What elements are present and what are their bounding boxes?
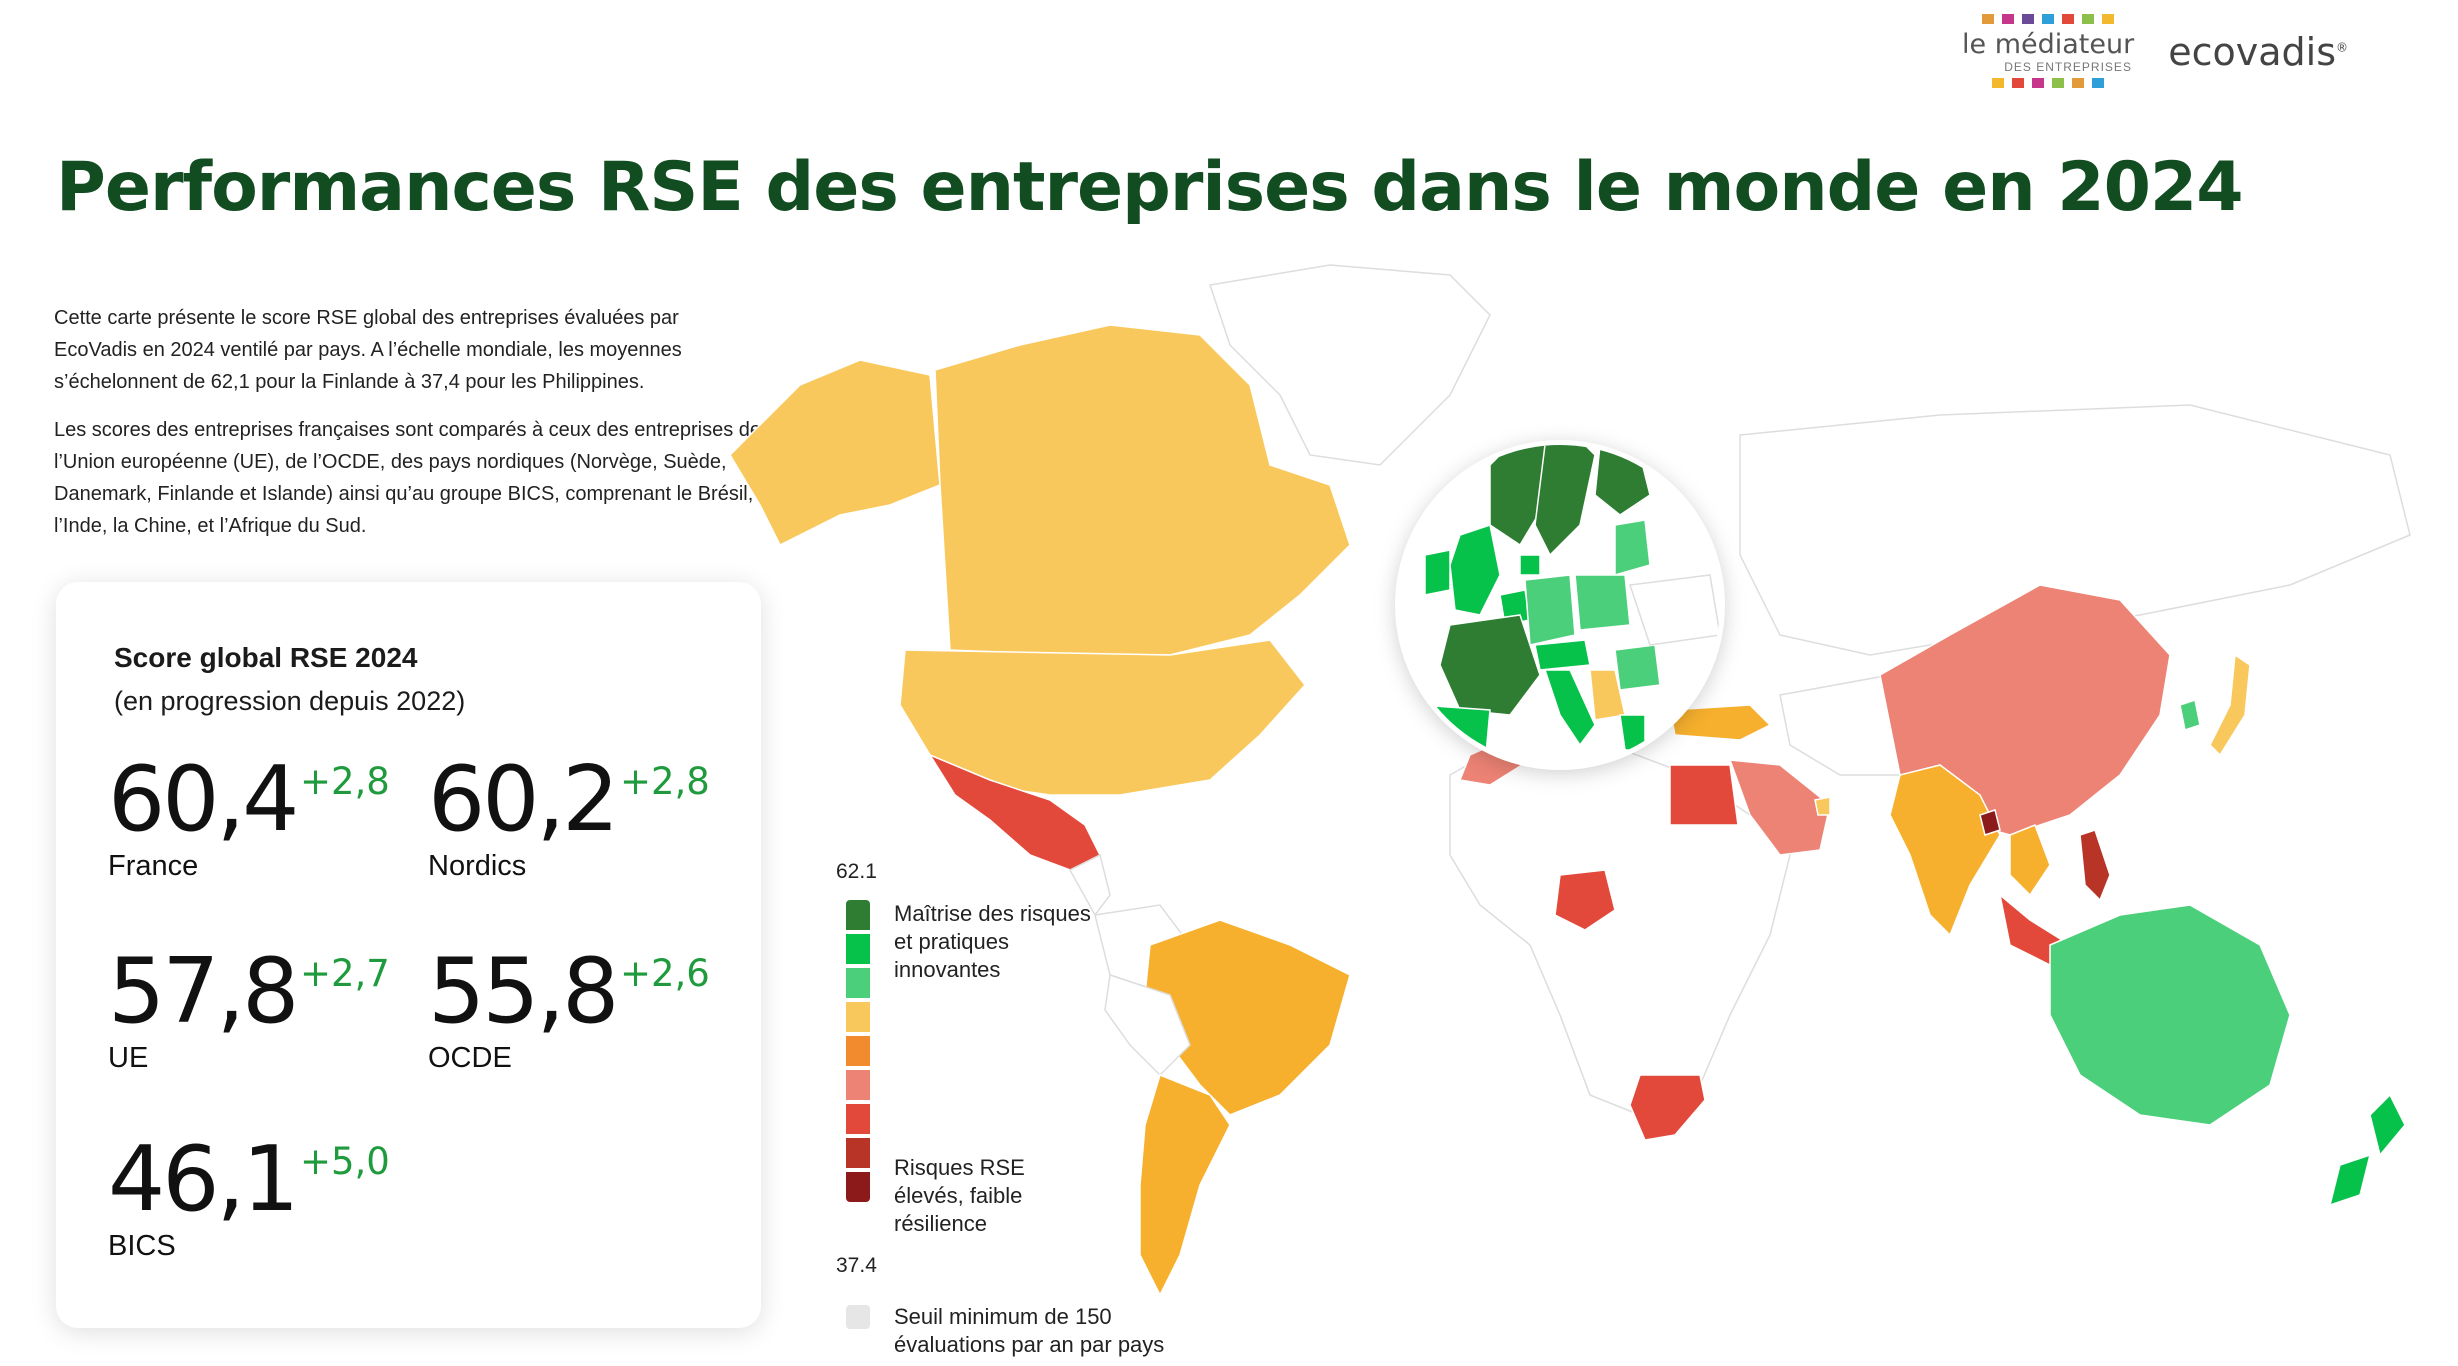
stat-delta: +2,6 [620, 952, 710, 995]
map-country-nigeria [1554, 869, 1616, 931]
map-country-denmark [1519, 554, 1541, 576]
map-country-sweden [1534, 445, 1596, 557]
map-country-south-africa [1629, 1074, 1706, 1141]
legend-swatch-1 [846, 900, 870, 930]
intro-text: Cette carte présente le score RSE global… [54, 302, 764, 558]
map-legend: 62.1 Maîtrise des risques et pratiques i… [836, 860, 1236, 1360]
stat-delta: +2,7 [300, 952, 390, 995]
map-country-romania [1614, 644, 1661, 691]
map-country-baltics [1614, 519, 1651, 576]
intro-paragraph-2: Les scores des entreprises françaises so… [54, 419, 762, 537]
score-card: Score global RSE 2024 (en progression de… [56, 582, 761, 1328]
mediateur-logo-dots [1982, 14, 2115, 26]
mediateur-logo-sub: DES ENTREPRISES [2004, 60, 2132, 74]
map-country-uae [1814, 796, 1831, 816]
map-country-italy [1543, 669, 1596, 747]
stat-value: 60,4 [108, 747, 299, 852]
intro-paragraph-1: Cette carte présente le score RSE global… [54, 307, 682, 393]
map-country-turkey [1669, 704, 1772, 741]
stat-label: OCDE [428, 1042, 512, 1074]
legend-color-scale [846, 900, 870, 1202]
stat-value: 46,1 [108, 1127, 299, 1232]
stat-label: UE [108, 1042, 149, 1074]
map-country-australia [2049, 904, 2291, 1126]
map-country-alaska [729, 359, 941, 547]
mediateur-logo: le médiateur DES ENTREPRISES [1962, 14, 2134, 90]
logos: le médiateur DES ENTREPRISES ecovadis® [1962, 14, 2348, 90]
map-country-central-america [1068, 853, 1111, 917]
stat-value: 57,8 [108, 939, 299, 1044]
map-country-india [1889, 764, 2001, 937]
ecovadis-logo: ecovadis® [2168, 30, 2348, 74]
map-country-ireland [1424, 549, 1451, 596]
map-country-france [1439, 614, 1541, 716]
legend-swatch-2 [846, 934, 870, 964]
mediateur-logo-name: le médiateur [1962, 29, 2135, 60]
map-country-saudi-arabia [1728, 759, 1831, 856]
score-card-title: Score global RSE 2024 [114, 642, 418, 673]
map-country-africa-other [1449, 734, 1791, 1116]
map-country-portugal [1404, 709, 1421, 761]
legend-swatch-5 [846, 1036, 870, 1066]
map-country-korea [2179, 699, 2201, 731]
stat-nordics: 60,2 +2,8 Nordics [428, 752, 748, 883]
legend-no-data-label: Seuil minimum de 150 évaluations par an … [894, 1304, 1165, 1357]
map-country-philippines [2079, 829, 2111, 902]
ecovadis-logo-text: ecovadis [2168, 30, 2336, 74]
map-country-bangladesh [1979, 809, 2001, 836]
world-map [729, 264, 2411, 1297]
map-country-argentina [1139, 1073, 1231, 1297]
stat-bics: 46,1 +5,0 BICS [108, 1132, 428, 1263]
stat-delta: +2,8 [620, 760, 710, 803]
page-title: Performances RSE des entreprises dans le… [56, 148, 2244, 227]
score-card-subtitle: (en progression depuis 2022) [114, 686, 466, 716]
legend-swatch-8 [846, 1138, 870, 1168]
stat-ue: 57,8 +2,7 UE [108, 944, 428, 1075]
stat-delta: +2,8 [300, 760, 390, 803]
legend-swatch-9 [846, 1172, 870, 1202]
map-country-russia [1739, 404, 2411, 656]
stat-value: 55,8 [428, 939, 619, 1044]
map-country-japan [2209, 653, 2251, 757]
stat-label: Nordics [428, 850, 527, 882]
legend-top-label: Maîtrise des risques et pratiques innova… [894, 901, 1091, 982]
map-country-greenland [1209, 264, 1491, 466]
map-country-switzerland-austria [1534, 639, 1591, 671]
legend-swatch-3 [846, 968, 870, 998]
map-country-thailand [2009, 824, 2051, 897]
legend-swatch-6 [846, 1070, 870, 1100]
stat-france: 60,4 +2,8 France [108, 752, 428, 883]
legend-min-value: 37.4 [836, 1254, 877, 1277]
map-country-poland [1574, 574, 1631, 631]
europe-zoom [1395, 440, 1725, 770]
stat-value: 60,2 [428, 747, 619, 852]
stat-ocde: 55,8 +2,6 OCDE [428, 944, 748, 1075]
map-country-new-zealand-south [2328, 1153, 2372, 1207]
mediateur-logo-dots-bottom [1992, 78, 2105, 90]
map-country-ukraine [1628, 574, 1720, 646]
map-country-new-zealand [2369, 1093, 2406, 1157]
stat-label: BICS [108, 1230, 176, 1262]
legend-swatch-4 [846, 1002, 870, 1032]
map-country-germany [1524, 574, 1576, 646]
legend-swatch-7 [846, 1104, 870, 1134]
map-country-usa [899, 639, 1306, 796]
legend-no-data-swatch [846, 1305, 870, 1329]
stat-label: France [108, 850, 199, 882]
map-country-egypt [1669, 764, 1739, 826]
legend-max-value: 62.1 [836, 860, 877, 883]
legend-bottom-label: Risques RSE élevés, faible résilience [894, 1155, 1025, 1236]
stat-delta: +5,0 [300, 1140, 390, 1183]
